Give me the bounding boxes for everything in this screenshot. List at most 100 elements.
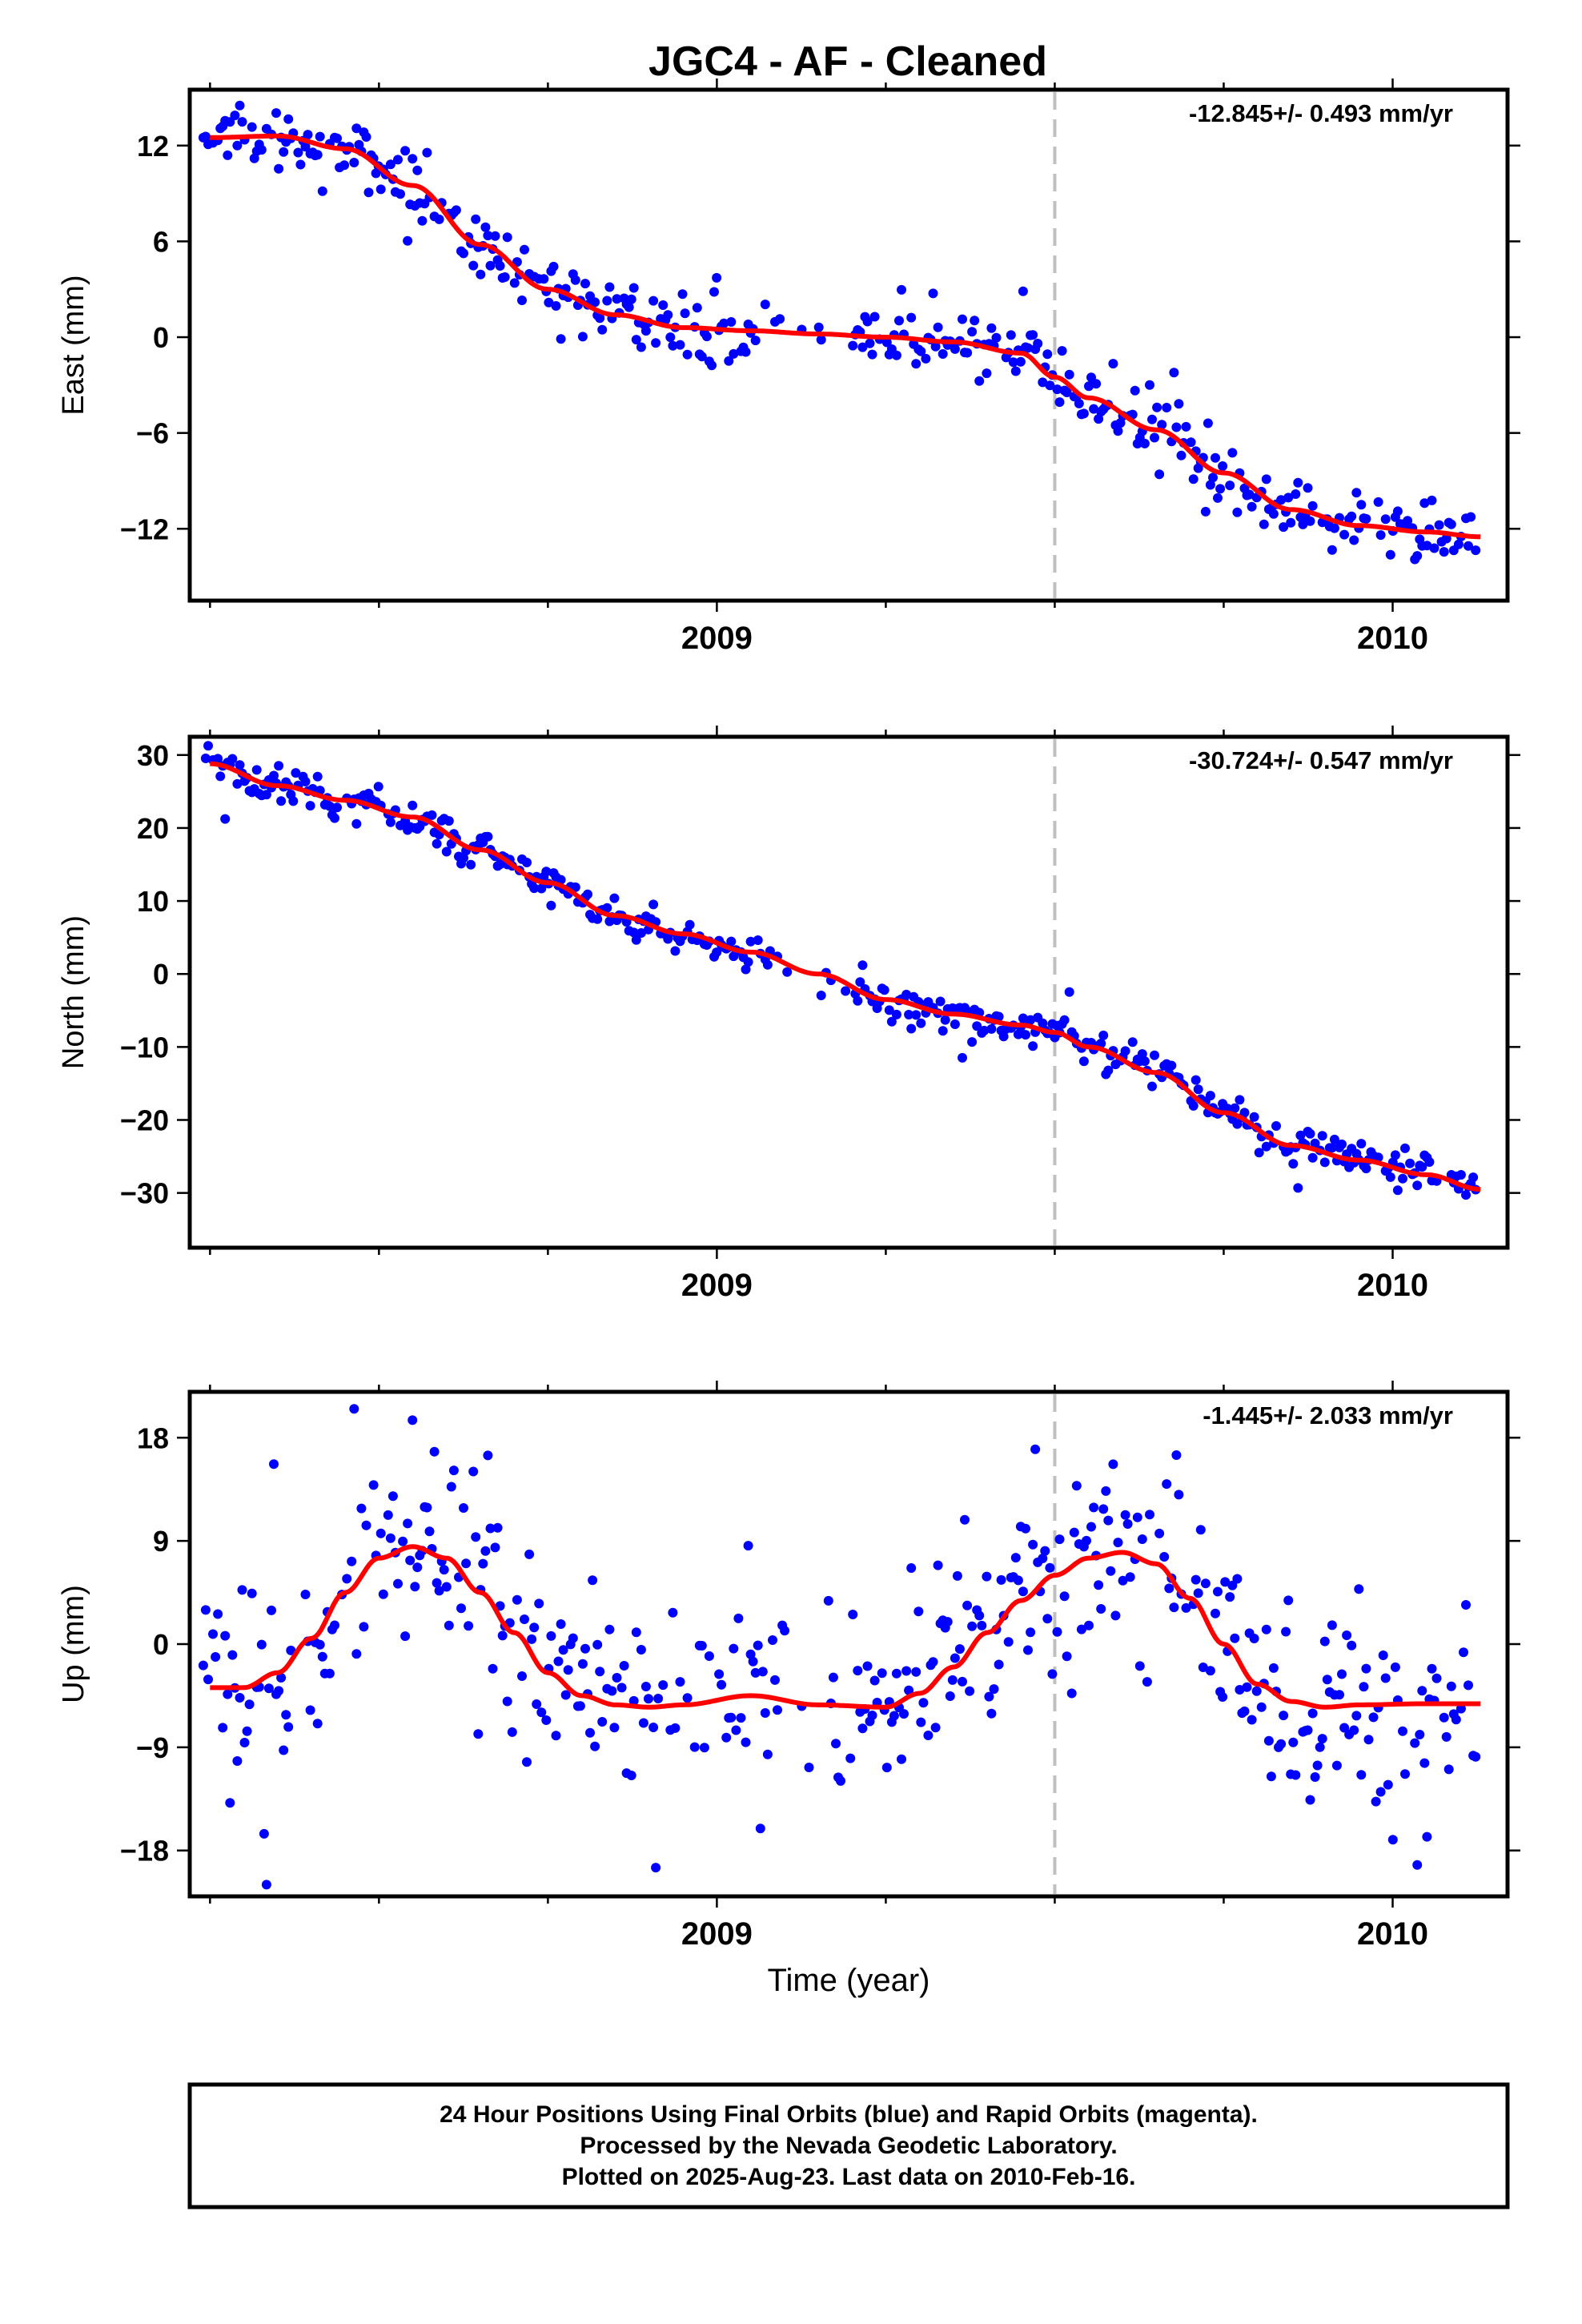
y-tick-label: −18	[120, 1835, 169, 1868]
data-point	[717, 1679, 727, 1690]
data-point	[933, 1560, 943, 1570]
data-point	[1329, 523, 1339, 533]
data-point	[1461, 1600, 1471, 1610]
data-point	[347, 1556, 357, 1566]
data-point	[1466, 512, 1476, 522]
data-point	[1363, 1735, 1374, 1745]
data-point	[422, 147, 432, 158]
data-point	[1227, 1580, 1238, 1590]
data-point	[950, 1019, 960, 1029]
data-point	[1276, 1739, 1287, 1749]
data-point	[1303, 1725, 1313, 1735]
data-point	[592, 1639, 603, 1650]
data-point	[237, 117, 247, 127]
y-tick-label: −9	[136, 1731, 169, 1764]
data-point	[1205, 480, 1215, 490]
data-point	[1010, 366, 1021, 376]
data-point	[471, 214, 481, 224]
data-point	[741, 964, 751, 975]
data-point	[1361, 513, 1371, 524]
data-point	[602, 903, 612, 913]
data-point	[468, 1466, 479, 1477]
data-point	[1319, 1157, 1330, 1168]
data-point	[1268, 1663, 1279, 1673]
data-point	[342, 1574, 352, 1584]
data-point	[712, 272, 722, 283]
data-point	[1225, 1592, 1235, 1602]
data-point	[208, 1629, 218, 1639]
data-point	[1008, 357, 1018, 368]
data-point	[459, 248, 468, 259]
data-point	[1356, 1139, 1367, 1149]
data-point	[517, 1671, 527, 1681]
data-point	[1424, 1157, 1435, 1167]
data-point	[242, 1726, 252, 1736]
data-points	[198, 1404, 1481, 1890]
data-point	[1054, 1534, 1065, 1545]
data-point	[583, 889, 592, 899]
data-point	[1015, 356, 1026, 367]
data-point	[291, 768, 301, 778]
y-tick-label: 0	[153, 321, 169, 354]
data-point	[1232, 507, 1243, 517]
data-point	[312, 771, 323, 782]
data-point	[628, 927, 639, 938]
data-point	[424, 1526, 435, 1537]
data-point	[1120, 1046, 1130, 1056]
data-point	[770, 1675, 780, 1685]
data-point	[461, 1558, 472, 1569]
data-point	[408, 800, 418, 810]
data-point	[315, 131, 325, 142]
data-point	[881, 337, 892, 348]
data-point	[283, 1722, 294, 1732]
data-point	[1383, 1779, 1393, 1790]
data-point	[1293, 1183, 1303, 1193]
velocity-rate-label: -12.845+/- 0.493 mm/yr	[1189, 99, 1453, 127]
data-point	[468, 260, 479, 271]
data-point	[869, 312, 880, 322]
data-point	[247, 1588, 257, 1598]
data-point	[724, 356, 734, 366]
x-tick-label: 2010	[1357, 1916, 1428, 1952]
data-point	[1045, 1562, 1055, 1573]
data-point	[1084, 381, 1094, 392]
data-point	[1405, 1158, 1415, 1168]
data-point	[1335, 1690, 1344, 1700]
data-point	[1339, 529, 1350, 540]
data-point	[616, 1683, 627, 1693]
data-point	[1045, 380, 1055, 391]
data-point	[894, 316, 904, 326]
data-point	[692, 303, 702, 313]
data-point	[1213, 1586, 1223, 1597]
data-point	[536, 883, 547, 894]
data-point	[612, 1673, 622, 1683]
data-point	[218, 1723, 228, 1733]
data-point	[200, 1605, 211, 1615]
data-point	[1205, 1091, 1215, 1101]
data-point	[886, 1016, 897, 1027]
data-point	[580, 1643, 590, 1654]
data-point	[1188, 474, 1199, 485]
data-point	[312, 150, 323, 160]
data-point	[1291, 489, 1301, 499]
data-point	[293, 147, 303, 158]
data-point	[947, 1675, 958, 1685]
data-point	[1361, 1164, 1371, 1174]
data-point	[743, 957, 753, 967]
data-point	[1263, 1735, 1274, 1746]
data-point	[940, 1015, 950, 1025]
velocity-rate-label: -30.724+/- 0.547 mm/yr	[1189, 746, 1453, 774]
data-point	[631, 335, 641, 345]
data-point	[965, 1686, 975, 1696]
y-tick-label: 20	[137, 812, 169, 845]
data-point	[1380, 1673, 1391, 1683]
data-point	[1203, 418, 1213, 428]
data-point	[1327, 1620, 1337, 1630]
data-point	[1052, 1626, 1062, 1637]
data-point	[385, 817, 396, 827]
data-point	[483, 1450, 493, 1461]
data-point	[1098, 1030, 1109, 1040]
data-point	[551, 1731, 561, 1741]
data-point	[539, 274, 549, 284]
